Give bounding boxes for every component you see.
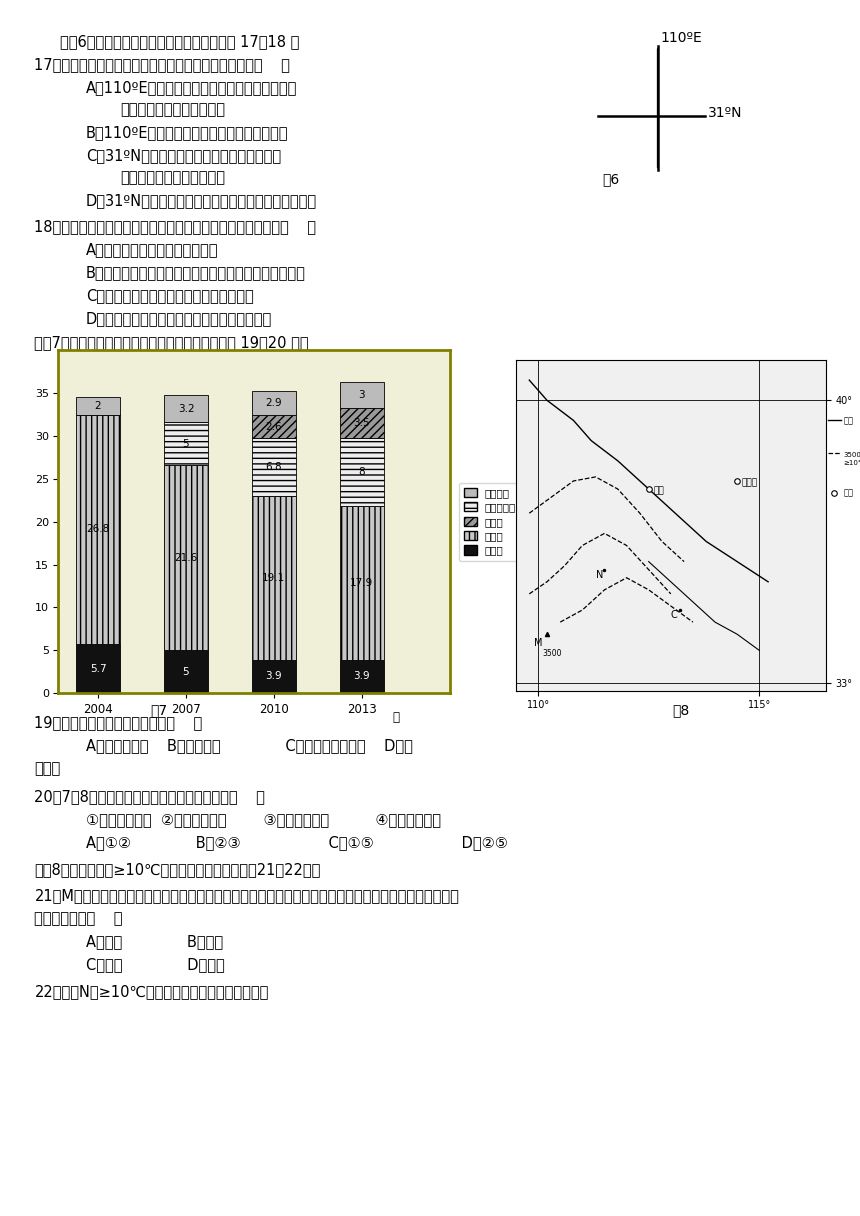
- Text: 河流: 河流: [844, 416, 853, 424]
- Text: 城市: 城市: [844, 489, 853, 497]
- Text: C．该交点附近已成为我国重要的水电基地: C．该交点附近已成为我国重要的水电基地: [86, 288, 254, 303]
- Bar: [252, 438, 296, 496]
- Text: 19．该区域最有可能位于我国的（    ）: 19．该区域最有可能位于我国的（ ）: [34, 715, 203, 730]
- Text: D．31ºN经过的地区工农业发达，交通便利，资源丰富: D．31ºN经过的地区工农业发达，交通便利，资源丰富: [86, 193, 317, 208]
- Text: C．秋季              D．冬季: C．秋季 D．冬季: [86, 957, 224, 972]
- Text: 5: 5: [182, 439, 189, 449]
- Text: 20．7、8月份该区域调水量相对较小，原因是（    ）: 20．7、8月份该区域调水量相对较小，原因是（ ）: [34, 789, 265, 804]
- Bar: [76, 415, 120, 644]
- Text: 17．关于图中经线和绬线所经过地区的叙述，正确的是（    ）: 17．关于图中经线和绬线所经过地区的叙述，正确的是（ ）: [34, 57, 291, 72]
- Text: 3.9: 3.9: [353, 671, 370, 681]
- Text: 黄土高原，巫山，东南丘陵: 黄土高原，巫山，东南丘陵: [120, 102, 225, 117]
- Text: 21．M处有一瀑布，此瀑布「激流翻滚，惊涛怒吼，其声方圆十里可闻，场面极为壮观」。该瀑布景观最为: 21．M处有一瀑布，此瀑布「激流翻滚，惊涛怒吼，其声方圆十里可闻，场面极为壮观」…: [34, 888, 459, 902]
- Text: 云贵高原，长江中下游平原: 云贵高原，长江中下游平原: [120, 170, 225, 185]
- Text: B．110ºE经过的地区全部都是我国的外流区域: B．110ºE经过的地区全部都是我国的外流区域: [86, 125, 288, 140]
- Text: 3500
≥10℃的积温: 3500 ≥10℃的积温: [844, 452, 860, 466]
- Text: 8: 8: [359, 467, 366, 477]
- Text: 北地区: 北地区: [34, 761, 61, 776]
- Text: 31ºN: 31ºN: [708, 106, 742, 120]
- Bar: [252, 416, 296, 438]
- Text: 110ºE: 110ºE: [660, 30, 703, 45]
- Text: 2.6: 2.6: [266, 422, 282, 432]
- Text: 3.9: 3.9: [266, 671, 282, 681]
- Text: ①江淦地区伏旱  ②华北地区春旱        ③江淦地区梅雨          ④华北地区夏涝: ①江淦地区伏旱 ②华北地区春旱 ③江淦地区梅雨 ④华北地区夏涝: [86, 812, 441, 827]
- Text: 读图6「我国某区域的经绬线图」，回答下列 17～18 题: 读图6「我国某区域的经绬线图」，回答下列 17～18 题: [60, 34, 299, 49]
- Bar: [340, 438, 384, 506]
- Bar: [340, 660, 384, 693]
- Text: A．110ºE经过的地形区由北向南是内蒙古高原，: A．110ºE经过的地形区由北向南是内蒙古高原，: [86, 80, 298, 95]
- Text: 2: 2: [95, 401, 101, 411]
- Bar: [252, 660, 296, 693]
- Bar: [340, 382, 384, 407]
- Bar: [76, 398, 120, 415]
- Bar: [340, 506, 384, 660]
- Text: 3.2: 3.2: [178, 404, 194, 413]
- Bar: [252, 390, 296, 416]
- Text: 图8: 图8: [673, 703, 690, 717]
- Text: 21.6: 21.6: [175, 552, 198, 563]
- Text: D．该交点附近的地带性植被是温带落叶阔叶林: D．该交点附近的地带性植被是温带落叶阔叶林: [86, 311, 273, 326]
- Text: C: C: [671, 610, 678, 620]
- Text: 太原: 太原: [653, 486, 664, 496]
- Text: N: N: [596, 570, 603, 580]
- Text: 壮观的季节在（    ）: 壮观的季节在（ ）: [34, 911, 123, 925]
- Text: A．春季              B．夏季: A．春季 B．夏季: [86, 934, 223, 948]
- Text: 5.7: 5.7: [89, 664, 107, 674]
- Text: 石家庄: 石家庄: [741, 478, 758, 488]
- Text: C．31ºN经过的地形区由西向东是青藏高原，: C．31ºN经过的地形区由西向东是青藏高原，: [86, 148, 281, 163]
- Text: 26.8: 26.8: [86, 524, 110, 534]
- Text: 18．关于图中经绬线交汇点附近区域地理特征的叙述正确的是（    ）: 18．关于图中经绬线交汇点附近区域地理特征的叙述正确的是（ ）: [34, 219, 316, 233]
- Text: 3: 3: [359, 390, 366, 400]
- Text: A．珠江三角洲    B．华北平原              C．长江中下游平原    D．东: A．珠江三角洲 B．华北平原 C．长江中下游平原 D．东: [86, 738, 413, 753]
- Legend: 应急供水, 跨区域调水, 再生水, 地下水, 地表水: 应急供水, 跨区域调水, 再生水, 地下水, 地表水: [459, 483, 521, 561]
- Bar: [164, 395, 208, 422]
- Bar: [164, 465, 208, 651]
- Text: B．该交点附近的山脉是我国季风区与非季风区的分界线: B．该交点附近的山脉是我国季风区与非季风区的分界线: [86, 265, 306, 280]
- Text: 3.5: 3.5: [353, 417, 370, 428]
- Bar: [76, 644, 120, 693]
- Text: A．①②              B．②③                   C．①⑤                   D．②⑤: A．①② B．②③ C．①⑤ D．②⑤: [86, 835, 508, 850]
- Text: 读图8「我国某区域≥10℃的年等积温线图」，完成21～22题。: 读图8「我国某区域≥10℃的年等积温线图」，完成21～22题。: [34, 862, 321, 877]
- Text: 22．图中N处≥10℃的年等积温线明显向北凸的原因: 22．图中N处≥10℃的年等积温线明显向北凸的原因: [34, 984, 269, 998]
- Text: 2.9: 2.9: [266, 398, 282, 407]
- Text: 年: 年: [393, 710, 400, 724]
- Text: A．该交点附近有小浪底水利工程: A．该交点附近有小浪底水利工程: [86, 242, 218, 257]
- Text: 读图7「我国某区域水资源来源构成统计图」，回答 19～20 题。: 读图7「我国某区域水资源来源构成统计图」，回答 19～20 题。: [34, 336, 309, 350]
- Text: 3500: 3500: [543, 649, 562, 658]
- Text: 19.1: 19.1: [262, 573, 286, 582]
- Text: 图7: 图7: [150, 703, 168, 717]
- Text: 17.9: 17.9: [350, 578, 373, 589]
- Text: 图6: 图6: [602, 173, 619, 187]
- Bar: [164, 651, 208, 693]
- Text: 5: 5: [182, 666, 189, 676]
- Bar: [164, 422, 208, 465]
- Bar: [252, 496, 296, 660]
- Bar: [340, 407, 384, 438]
- Text: 6.8: 6.8: [266, 462, 282, 472]
- Text: M: M: [534, 638, 542, 648]
